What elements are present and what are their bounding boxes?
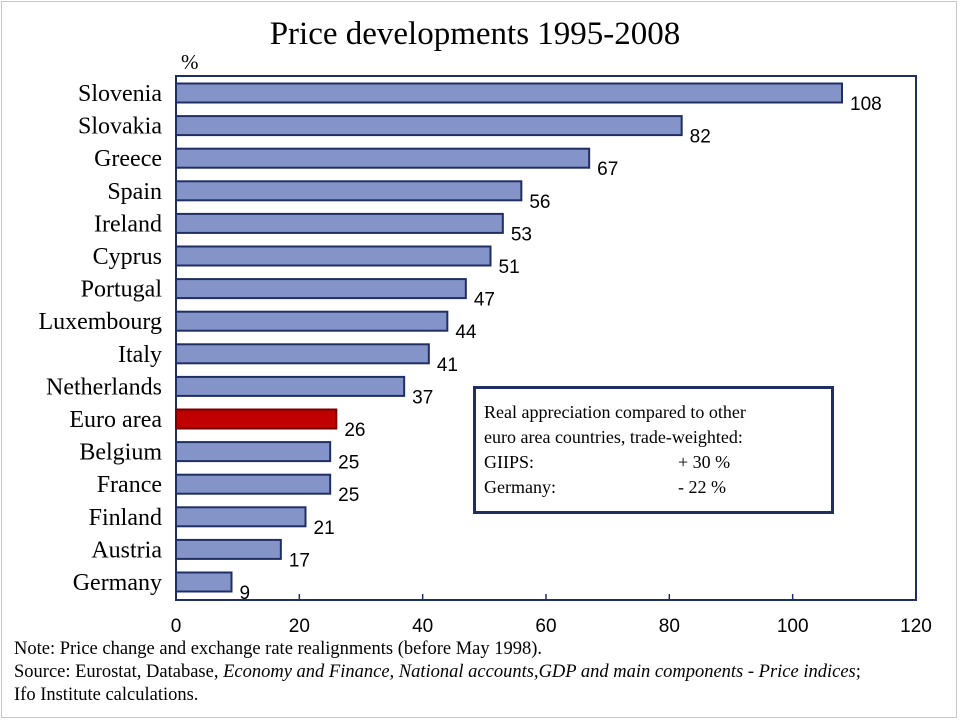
annotation-line-2: euro area countries, trade-weighted:: [484, 427, 743, 447]
bar-france: [175, 473, 332, 495]
category-label-netherlands: Netherlands: [46, 374, 162, 400]
source-line-2: Ifo Institute calculations.: [14, 685, 199, 705]
bar-germany: [175, 571, 233, 593]
x-tick-label-100: 100: [777, 616, 809, 637]
value-label-france: 25: [338, 485, 359, 506]
value-label-slovenia: 108: [850, 94, 882, 115]
bar-greece: [175, 147, 591, 169]
value-label-germany: 9: [240, 583, 251, 604]
annotation-box: Real appreciation compared to other euro…: [473, 386, 834, 514]
bar-portugal: [175, 278, 467, 300]
category-label-greece: Greece: [94, 146, 162, 172]
category-label-slovakia: Slovakia: [78, 114, 162, 140]
bar-ireland: [175, 212, 504, 234]
value-label-greece: 67: [597, 159, 618, 180]
bar-chart: Slovenia 108 Slovakia 82 Greece 67 Spain 56 Irel…: [38, 75, 932, 637]
bar-slovakia: [175, 115, 683, 137]
bar-spain: [175, 180, 523, 202]
bar-finland: [175, 506, 307, 528]
category-label-portugal: Portugal: [81, 277, 163, 303]
annotation-label-giips: GIIPS:: [484, 452, 535, 472]
value-label-ireland: 53: [511, 224, 532, 245]
category-label-spain: Spain: [107, 179, 162, 205]
category-label-slovenia: Slovenia: [78, 81, 162, 107]
annotation-row-germany: Germany: - 22 %: [484, 475, 831, 500]
annotation-value-giips: + 30 %: [678, 452, 731, 472]
bar-belgium: [175, 441, 332, 463]
value-label-cyprus: 51: [499, 257, 520, 278]
source-prefix: Source: Eurostat, Database,: [14, 662, 224, 682]
source-mid: GDP and main components - Price indices: [538, 662, 856, 682]
x-tick-label-60: 60: [535, 616, 556, 637]
value-label-slovakia: 82: [690, 127, 711, 148]
bar-luxembourg: [175, 310, 449, 332]
value-label-belgium: 25: [338, 453, 359, 474]
x-tick-label-120: 120: [900, 616, 932, 637]
x-tick-label-20: 20: [289, 616, 310, 637]
value-label-portugal: 47: [474, 290, 495, 311]
x-tick-label-0: 0: [171, 616, 182, 637]
category-label-austria: Austria: [91, 537, 162, 563]
bar-italy: [175, 343, 430, 365]
bar-netherlands: [175, 375, 406, 397]
bar-euro-area: [175, 408, 338, 430]
value-label-netherlands: 37: [412, 387, 433, 408]
value-label-finland: 21: [314, 518, 335, 539]
annotation-row-giips: GIIPS: + 30 %: [484, 450, 831, 475]
annotation-line-1: Real appreciation compared to other: [484, 402, 746, 422]
annotation-label-germany: Germany:: [484, 477, 556, 497]
category-label-ireland: Ireland: [94, 211, 162, 237]
category-label-italy: Italy: [118, 342, 162, 368]
category-label-germany: Germany: [73, 570, 162, 596]
annotation-value-germany: - 22 %: [678, 477, 726, 497]
category-label-cyprus: Cyprus: [93, 244, 162, 270]
bar-austria: [175, 538, 282, 560]
source-italic-1: Economy and Finance, National accounts,: [223, 662, 539, 682]
bar-cyprus: [175, 245, 492, 267]
x-tick-label-40: 40: [412, 616, 433, 637]
x-tick-label-80: 80: [659, 616, 680, 637]
chart-title: Price developments 1995-2008: [269, 16, 681, 52]
category-label-euro-area: Euro area: [69, 407, 162, 433]
footnotes: Note: Price change and exchange rate rea…: [14, 638, 954, 707]
category-label-france: France: [97, 472, 162, 498]
category-label-belgium: Belgium: [79, 440, 162, 466]
value-label-spain: 56: [529, 192, 550, 213]
category-label-finland: Finland: [89, 505, 162, 531]
bar-slovenia: [175, 82, 843, 104]
value-label-euro-area: 26: [344, 420, 365, 441]
value-label-italy: 41: [437, 355, 458, 376]
source-line: Source: Eurostat, Database, Economy and …: [14, 661, 954, 684]
category-label-luxembourg: Luxembourg: [38, 309, 162, 335]
unit-label: %: [181, 50, 199, 74]
note-line: Note: Price change and exchange rate rea…: [14, 639, 543, 659]
value-label-austria: 17: [289, 550, 310, 571]
value-label-luxembourg: 44: [455, 322, 477, 343]
source-suffix: ;: [855, 662, 861, 682]
